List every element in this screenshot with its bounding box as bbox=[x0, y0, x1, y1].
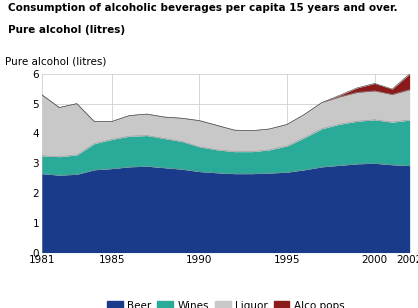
Text: Consumption of alcoholic beverages per capita 15 years and over.: Consumption of alcoholic beverages per c… bbox=[8, 3, 398, 13]
Text: Pure alcohol (litres): Pure alcohol (litres) bbox=[5, 57, 107, 67]
Legend: Beer, Wines, Liquor, Alco pops: Beer, Wines, Liquor, Alco pops bbox=[103, 297, 349, 308]
Text: Pure alcohol (litres): Pure alcohol (litres) bbox=[8, 25, 125, 34]
